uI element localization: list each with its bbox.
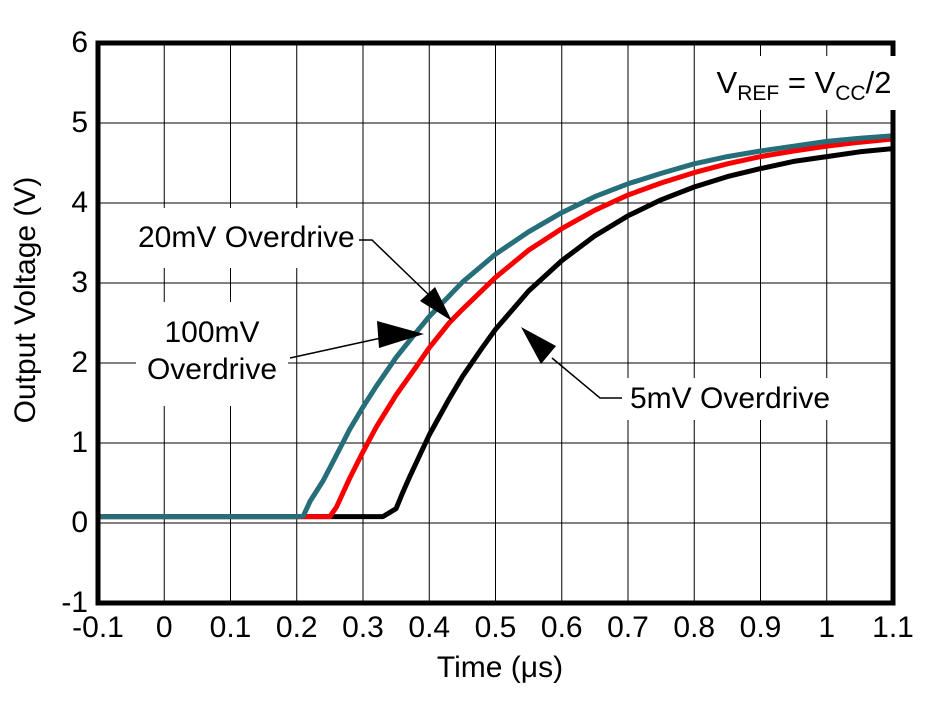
x-tick-label: 0.6	[540, 611, 583, 644]
vref-sub1: REF	[737, 82, 780, 106]
vref-sub2: CC	[835, 82, 866, 106]
x-tick-label: 1	[818, 611, 836, 644]
x-tick-label: 0.9	[739, 611, 782, 644]
x-tick-label: 0.4	[408, 611, 451, 644]
y-tick-label: 6	[71, 26, 88, 59]
x-tick-label: 0.1	[209, 611, 252, 644]
x-tick-label: -0.1	[72, 611, 124, 644]
y-tick-label: -1	[61, 586, 88, 619]
y-tick-label: 4	[71, 186, 88, 219]
x-tick-label: 0.3	[342, 611, 384, 644]
vref-v1: V	[716, 65, 738, 100]
leader-arrowhead-5mv-icon	[521, 327, 556, 364]
y-tick-label: 3	[71, 266, 88, 299]
x-tick-label: 0.8	[673, 611, 716, 644]
vref-annotation: VREF = VCC/2	[698, 56, 910, 110]
x-tick-label: 0.5	[474, 611, 517, 644]
y-tick-label: 2	[71, 346, 88, 379]
curve-label-20mv-overdrive: 20mV Overdrive	[128, 208, 359, 268]
vref-tail: /2	[865, 65, 892, 100]
curve-label-100mv-overdrive: 100mV Overdrive	[136, 302, 288, 406]
leader-line-20mv	[350, 239, 431, 297]
curve-label-5mv-overdrive: 5mV Overdrive	[622, 378, 839, 420]
x-tick-label: 0	[155, 611, 173, 644]
y-tick-label: 1	[71, 426, 88, 459]
leader-arrowhead-20mv-icon	[420, 287, 452, 321]
plot-frame	[95, 40, 896, 606]
vref-v2: V	[814, 65, 836, 100]
x-tick-label: 0.7	[607, 611, 649, 644]
leader-arrowhead-100mv-icon	[377, 321, 424, 348]
x-tick-label: 0.2	[275, 611, 318, 644]
leader-line-5mv	[551, 357, 622, 399]
leader-line-100mv	[289, 337, 382, 359]
y-axis-title: Output Voltage (V)	[9, 176, 42, 424]
x-axis-title: Time (μs)	[436, 651, 564, 684]
vref-mid: =	[779, 65, 815, 100]
x-tick-label: 1.1	[872, 611, 914, 644]
y-tick-label: 0	[71, 506, 88, 539]
y-tick-label: 5	[71, 106, 88, 139]
